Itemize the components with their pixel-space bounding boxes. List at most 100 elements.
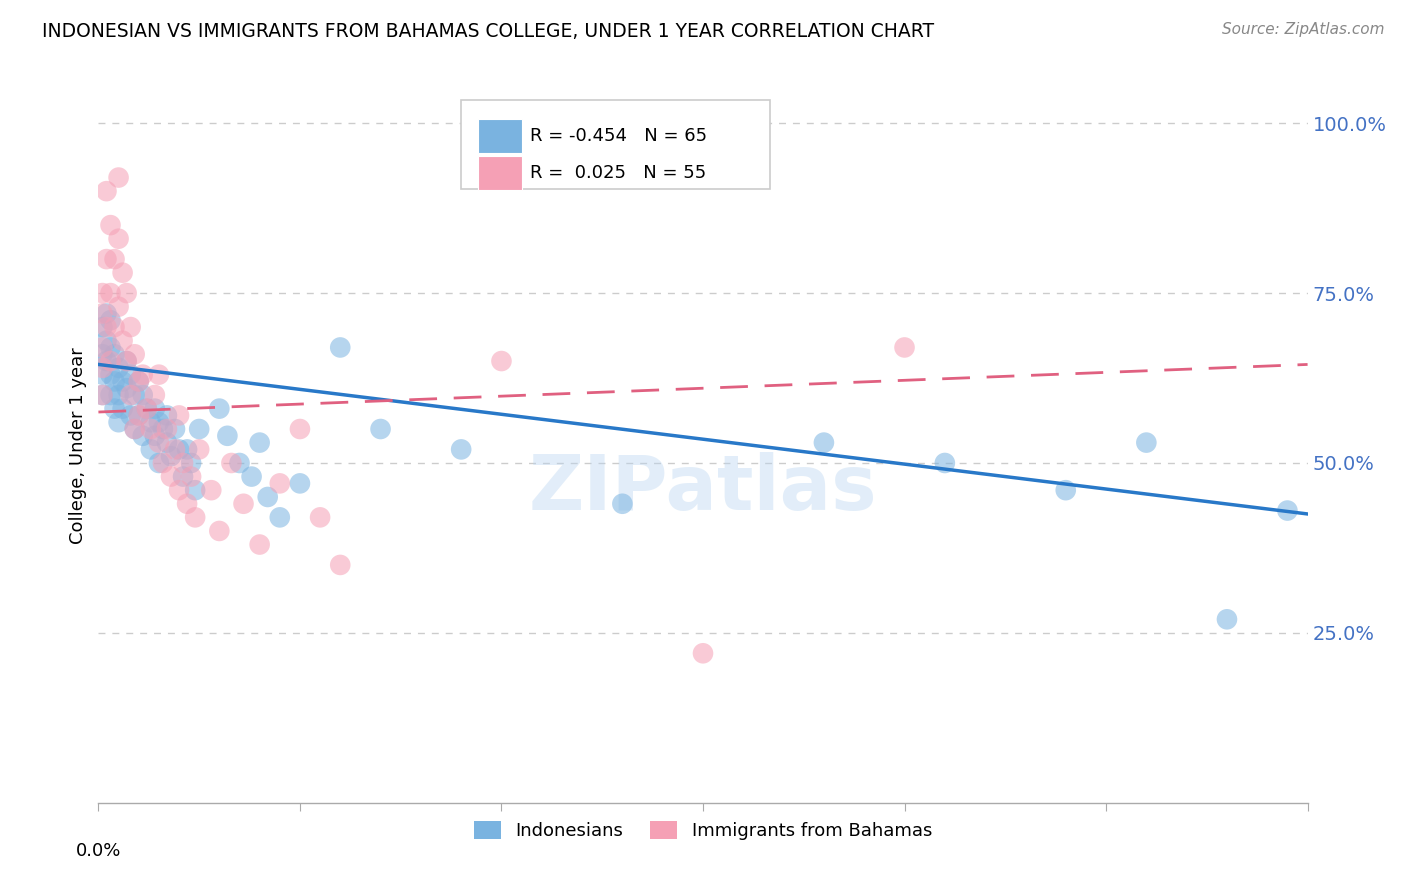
Point — [128, 375, 150, 389]
Point — [103, 375, 125, 389]
Point — [103, 347, 125, 361]
Point — [91, 347, 114, 361]
Point — [115, 354, 138, 368]
Point — [269, 510, 291, 524]
Point — [100, 354, 122, 368]
Point — [120, 320, 142, 334]
Point — [111, 266, 134, 280]
Point — [100, 388, 122, 402]
Point — [934, 456, 956, 470]
Point — [156, 409, 179, 423]
Point — [217, 429, 239, 443]
Point — [124, 388, 146, 402]
Point — [491, 354, 513, 368]
Point — [128, 375, 150, 389]
Point — [176, 442, 198, 457]
Point — [139, 415, 162, 429]
Point — [188, 442, 211, 457]
Point — [167, 483, 190, 498]
Point — [139, 422, 162, 436]
Point — [100, 368, 122, 382]
Point — [893, 341, 915, 355]
Point — [107, 360, 129, 375]
Point — [450, 442, 472, 457]
FancyBboxPatch shape — [461, 100, 769, 189]
Point — [152, 422, 174, 436]
Point — [96, 184, 118, 198]
Point — [160, 449, 183, 463]
Point — [167, 409, 190, 423]
Point — [139, 442, 162, 457]
Point — [612, 497, 634, 511]
Point — [96, 320, 118, 334]
Point — [208, 524, 231, 538]
Text: ZIPatlas: ZIPatlas — [529, 452, 877, 525]
Point — [91, 388, 114, 402]
Point — [91, 341, 114, 355]
Point — [107, 388, 129, 402]
Point — [228, 456, 250, 470]
Point — [370, 422, 392, 436]
Point — [240, 469, 263, 483]
Point — [172, 469, 194, 483]
Point — [184, 483, 207, 498]
Point — [1054, 483, 1077, 498]
Point — [288, 476, 311, 491]
Point — [167, 442, 190, 457]
Point — [221, 456, 243, 470]
Text: R = -0.454   N = 65: R = -0.454 N = 65 — [530, 128, 707, 145]
Text: R =  0.025   N = 55: R = 0.025 N = 55 — [530, 164, 706, 182]
Point — [107, 300, 129, 314]
Point — [124, 422, 146, 436]
Point — [1216, 612, 1239, 626]
Point — [288, 422, 311, 436]
Point — [111, 401, 134, 416]
Point — [132, 368, 155, 382]
Point — [100, 313, 122, 327]
Point — [91, 368, 114, 382]
Point — [120, 409, 142, 423]
Point — [143, 401, 166, 416]
Point — [176, 497, 198, 511]
Point — [163, 422, 186, 436]
Point — [107, 415, 129, 429]
Point — [135, 401, 157, 416]
Point — [96, 354, 118, 368]
Text: INDONESIAN VS IMMIGRANTS FROM BAHAMAS COLLEGE, UNDER 1 YEAR CORRELATION CHART: INDONESIAN VS IMMIGRANTS FROM BAHAMAS CO… — [42, 22, 935, 41]
Point — [100, 218, 122, 232]
Point — [107, 232, 129, 246]
Point — [208, 401, 231, 416]
Point — [143, 388, 166, 402]
Y-axis label: College, Under 1 year: College, Under 1 year — [69, 348, 87, 544]
Point — [692, 646, 714, 660]
Point — [249, 537, 271, 551]
Point — [269, 476, 291, 491]
Point — [91, 388, 114, 402]
Point — [148, 415, 170, 429]
Point — [152, 456, 174, 470]
Point — [135, 401, 157, 416]
Point — [100, 286, 122, 301]
Point — [115, 354, 138, 368]
Point — [100, 341, 122, 355]
Point — [103, 401, 125, 416]
Point — [148, 435, 170, 450]
Text: Source: ZipAtlas.com: Source: ZipAtlas.com — [1222, 22, 1385, 37]
Point — [172, 456, 194, 470]
Point — [96, 252, 118, 266]
Point — [813, 435, 835, 450]
Point — [91, 360, 114, 375]
Point — [132, 388, 155, 402]
Point — [91, 286, 114, 301]
Point — [180, 456, 202, 470]
Point — [111, 334, 134, 348]
Point — [180, 469, 202, 483]
Point — [120, 388, 142, 402]
Point — [1135, 435, 1157, 450]
Point — [143, 429, 166, 443]
Point — [148, 368, 170, 382]
Point — [115, 381, 138, 395]
Point — [91, 306, 114, 320]
Point — [115, 286, 138, 301]
Point — [163, 442, 186, 457]
